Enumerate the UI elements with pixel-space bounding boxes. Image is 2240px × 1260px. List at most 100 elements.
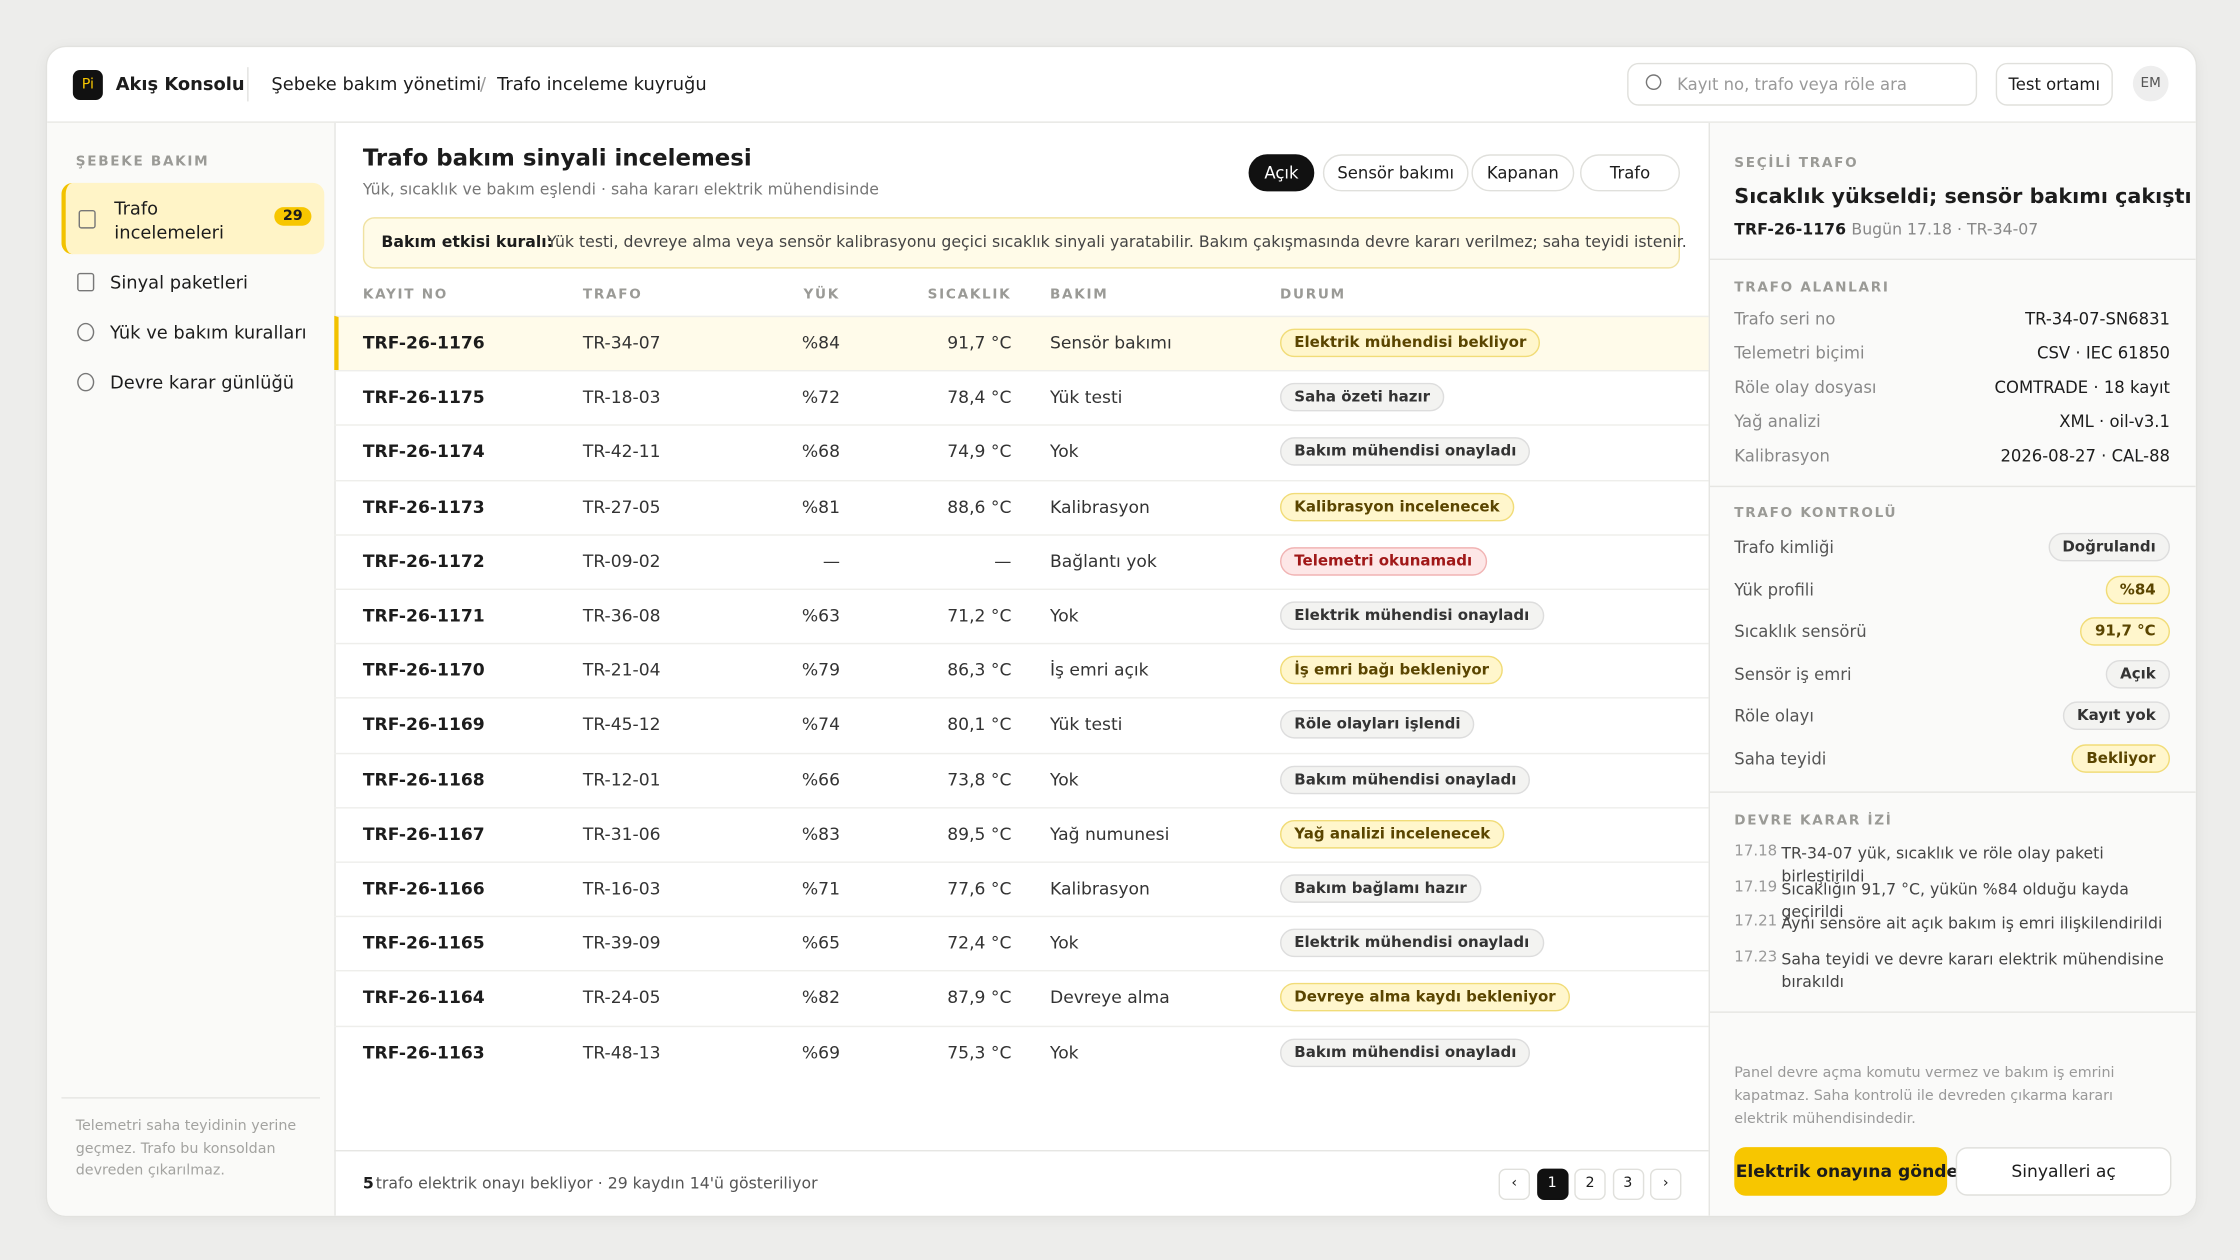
field-label: Yağ analizi [1734, 411, 1821, 432]
nav-label: Sinyal paketleri [109, 271, 248, 293]
table-row[interactable] [334, 697, 1709, 754]
cell: Yük testi [1049, 387, 1123, 408]
cell: TR-45-12 [582, 714, 661, 735]
table-row[interactable] [334, 479, 1709, 535]
nav-item[interactable]: Devre karar günlüğü [61, 363, 320, 400]
breadcrumb-sep: / [479, 72, 487, 95]
table-row[interactable] [334, 533, 1709, 590]
breadcrumb[interactable]: Şebeke bakım yönetimi [271, 72, 482, 95]
cell: İş emri açık [1049, 660, 1149, 681]
page-button[interactable]: ‹ [1498, 1168, 1530, 1200]
sidebar-footnote: Telemetri saha teyidinin yerine geçmez. … [75, 1118, 297, 1179]
table-row[interactable] [334, 588, 1709, 645]
nav-item[interactable]: Sinyal paketleri [61, 263, 320, 300]
cell: — [822, 551, 840, 572]
filter-chip[interactable]: Açık [1248, 154, 1315, 192]
cell: 71,2 °C [947, 605, 1012, 626]
status-pill: Elektrik mühendisi bekliyor [1279, 328, 1541, 358]
control-label: Sensör iş emri [1734, 663, 1852, 684]
cell: TR-34-07 [582, 332, 661, 353]
cell: 80,1 °C [947, 714, 1012, 735]
cell: TR-36-08 [582, 605, 661, 626]
field-value: XML · oil-v3.1 [2059, 411, 2170, 432]
table-row[interactable] [334, 861, 1709, 917]
filter-chip[interactable]: Trafo [1579, 154, 1680, 192]
nav-item[interactable]: Yük ve bakım kuralları [61, 313, 320, 350]
cell: TR-21-04 [582, 660, 661, 681]
cell: TR-48-13 [582, 1042, 661, 1063]
table-row[interactable] [334, 370, 1709, 426]
table-row[interactable] [334, 643, 1709, 699]
cell: TR-18-03 [582, 387, 661, 408]
cell: 72,4 °C [947, 933, 1012, 954]
divider [1709, 791, 2196, 793]
log-text: Saha teyidi ve devre kararı elektrik müh… [1781, 950, 2164, 992]
cell: TRF-26-1163 [362, 1042, 485, 1063]
table-row[interactable] [334, 1025, 1709, 1081]
nav-icon [77, 372, 95, 392]
breadcrumb[interactable]: Trafo inceleme kuyruğu [497, 72, 707, 95]
cell: 86,3 °C [947, 660, 1012, 681]
cell: Yok [1049, 769, 1079, 790]
cell: %66 [801, 769, 840, 790]
page-button[interactable]: 3 [1612, 1168, 1644, 1200]
cell: 87,9 °C [947, 987, 1012, 1008]
log-text: Sıcaklığın 91,7 °C, yükün %84 olduğu kay… [1781, 879, 2129, 921]
table-row[interactable] [334, 915, 1709, 972]
env-button[interactable]: Test ortamı [1995, 62, 2113, 106]
cell: TRF-26-1174 [362, 441, 485, 462]
log-time: 17.21 [1734, 913, 1778, 931]
nav-item[interactable]: Trafo incelemeleri 29 [61, 182, 325, 255]
table-row[interactable] [334, 752, 1709, 808]
primary-button[interactable]: Elektrik onayına gönder [1734, 1147, 1967, 1196]
status-pill: Elektrik mühendisi onayladı [1279, 601, 1544, 630]
section-label: SEÇİLİ TRAFO [1734, 155, 1859, 172]
log-time: 17.18 [1734, 842, 1778, 860]
search-placeholder: Kayıt no, trafo veya röle ara [1677, 74, 1907, 95]
nav-label: Trafo incelemeleri [114, 197, 224, 243]
cell: TR-42-11 [582, 441, 661, 462]
status-pill: Bakım mühendisi onayladı [1279, 1037, 1531, 1067]
panel-title: Sıcaklık yükseldi; sensör bakımı çakıştı [1734, 185, 2192, 209]
cell: %84 [801, 332, 840, 353]
filter-chip[interactable]: Sensör bakımı [1322, 154, 1469, 192]
filter-chip[interactable]: Kapanan [1471, 154, 1575, 192]
table-row[interactable] [334, 424, 1709, 481]
cell: TR-31-06 [582, 823, 661, 844]
nav-icon [78, 209, 96, 229]
cell: Yok [1049, 441, 1079, 462]
search[interactable]: Kayıt no, trafo veya röle ara [1627, 62, 1978, 106]
control-label: Saha teyidi [1734, 748, 1827, 769]
page-button[interactable]: › [1649, 1168, 1682, 1200]
table-row[interactable] [334, 970, 1709, 1027]
page-button[interactable]: 1 [1536, 1168, 1568, 1200]
cell: %69 [801, 1042, 840, 1063]
cell: 91,7 °C [947, 332, 1012, 353]
field-label: Röle olay dosyası [1734, 377, 1877, 398]
nav-badge: 29 [274, 207, 312, 226]
control-pill: Doğrulandı [2048, 532, 2170, 562]
cell: 73,8 °C [947, 769, 1012, 790]
column-header: SICAKLIK [927, 287, 1012, 303]
cell: %72 [801, 387, 840, 408]
control-pill: %84 [2105, 575, 2170, 604]
page-button[interactable]: 2 [1574, 1168, 1606, 1200]
control-label: Yük profili [1734, 579, 1814, 600]
table-row[interactable] [334, 806, 1709, 863]
section-label: DEVRE KARAR İZİ [1734, 812, 1893, 829]
cell: TRF-26-1168 [362, 769, 485, 790]
cell: Yok [1049, 605, 1079, 626]
divider [1709, 258, 2196, 260]
cell: Sensör bakımı [1049, 332, 1172, 353]
cell: TRF-26-1164 [362, 987, 485, 1008]
cell: TRF-26-1169 [362, 714, 485, 735]
divider [334, 1149, 1709, 1152]
field-value: COMTRADE · 18 kayıt [1994, 377, 2170, 398]
cell: TRF-26-1173 [362, 496, 485, 517]
cell: TRF-26-1165 [362, 933, 485, 954]
status-pill: Telemetri okunamadı [1279, 546, 1487, 576]
secondary-button[interactable]: Sinyalleri aç [1955, 1147, 2172, 1196]
search-icon [1645, 74, 1662, 90]
status-pill: Elektrik mühendisi onayladı [1279, 928, 1544, 958]
